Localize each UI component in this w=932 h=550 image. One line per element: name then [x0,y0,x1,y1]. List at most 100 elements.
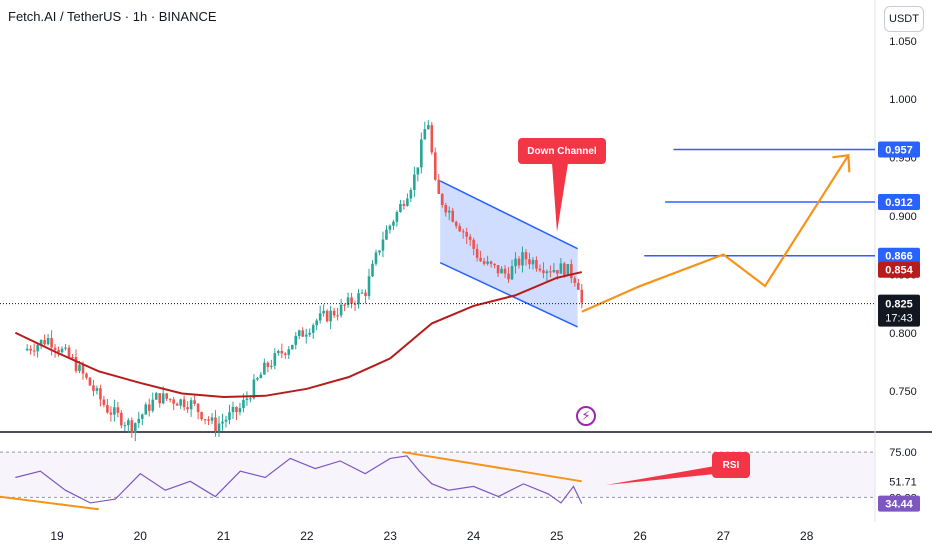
candle-body [413,174,416,190]
candle-body [249,398,252,400]
candle-body [224,419,228,422]
candle-body [549,271,552,273]
rsi-trendline [402,451,582,483]
last-price-label: 0.825 [885,299,913,311]
candle-body [489,261,493,264]
candle-body [339,304,343,316]
candle-body [60,348,64,353]
x-tick-label: 23 [384,529,398,543]
candle-body [259,374,263,379]
candle-body [392,221,395,226]
candle-body [200,412,203,420]
candle-body [479,257,482,262]
candle-body [168,398,172,400]
candle-body [475,248,479,258]
candle-body [538,268,542,271]
candle-body [25,348,29,351]
candle-body [161,393,165,404]
candle-body [214,417,217,432]
candle-body [154,393,158,400]
candle-body [346,297,350,306]
symbol-title[interactable]: Fetch.AI / TetherUS · 1h · BINANCE [8,9,217,24]
candle-body [521,252,524,266]
channel-fill [440,180,578,327]
candle-body [500,268,503,274]
candle-body [486,261,489,264]
price-tag [878,261,920,278]
x-tick-label: 26 [633,529,647,543]
candle-body [458,225,462,232]
candle-body [134,423,137,433]
x-tick-label: 27 [717,529,731,543]
candle-body [106,405,109,413]
candle-body [50,338,53,348]
candle-body [277,350,280,354]
currency-button[interactable]: USDT [884,6,924,32]
projection-path [581,154,850,313]
candle-body [399,203,402,213]
candle-body [228,412,231,420]
candle-body [353,303,357,305]
x-tick-label: 21 [217,529,231,543]
candle-body [99,388,102,400]
x-tick-label: 22 [300,529,314,543]
candle-body [203,419,207,421]
candle-body [210,417,214,421]
moving-average-line [14,271,583,398]
candle-body [507,273,510,280]
candle-body [151,399,155,411]
candle-body [420,139,423,168]
rsi-tick-label: 75.00 [889,447,917,459]
candle-body [270,365,273,367]
candle-body [423,129,427,140]
candle-body [311,325,315,333]
candle-body [273,353,277,366]
down-channel-pointer [552,163,568,232]
candle-body [315,320,318,326]
rsi-tick-label: 51.71 [889,477,917,489]
rsi-trendline [0,495,99,511]
candle-body [514,258,517,267]
candle-body [350,297,353,304]
x-tick-label: 25 [550,529,564,543]
candle-body [535,260,538,269]
price-tag-label: 0.957 [885,144,913,156]
candle-body [304,334,308,337]
candle-body [336,315,339,317]
x-tick-label: 19 [50,529,64,543]
candle-body [109,412,113,415]
lightning-icon[interactable]: ⚡ [576,406,596,426]
candle-body [556,269,559,274]
candle-body [231,406,235,413]
candle-body [563,263,566,276]
channel-lower-line [439,262,578,328]
candle-body [39,339,43,346]
candle-body [147,404,151,411]
candle-body [552,269,556,273]
candle-body [468,236,472,240]
candle-body [71,356,74,358]
candle-body [43,339,46,345]
candle-body [263,362,266,375]
candle-body [130,420,134,433]
candle-body [580,289,584,303]
y-tick-label: 0.900 [889,211,917,223]
candle-body [235,406,238,413]
candle-body [395,212,399,222]
rsi-line [15,455,583,504]
candle-body [158,393,162,404]
candle-body [179,399,182,406]
down-channel [439,180,578,328]
down-channel-callout: Down Channel [518,138,606,164]
candle-body [308,332,312,335]
candle-body [444,204,448,213]
overlays [0,148,875,511]
rsi-callout: RSI [712,452,750,478]
candle-body [343,304,346,306]
candle-body [280,350,284,354]
candle-body [186,407,189,410]
candle-body [53,347,57,350]
candle-body [92,385,95,391]
candle-body [440,193,444,205]
